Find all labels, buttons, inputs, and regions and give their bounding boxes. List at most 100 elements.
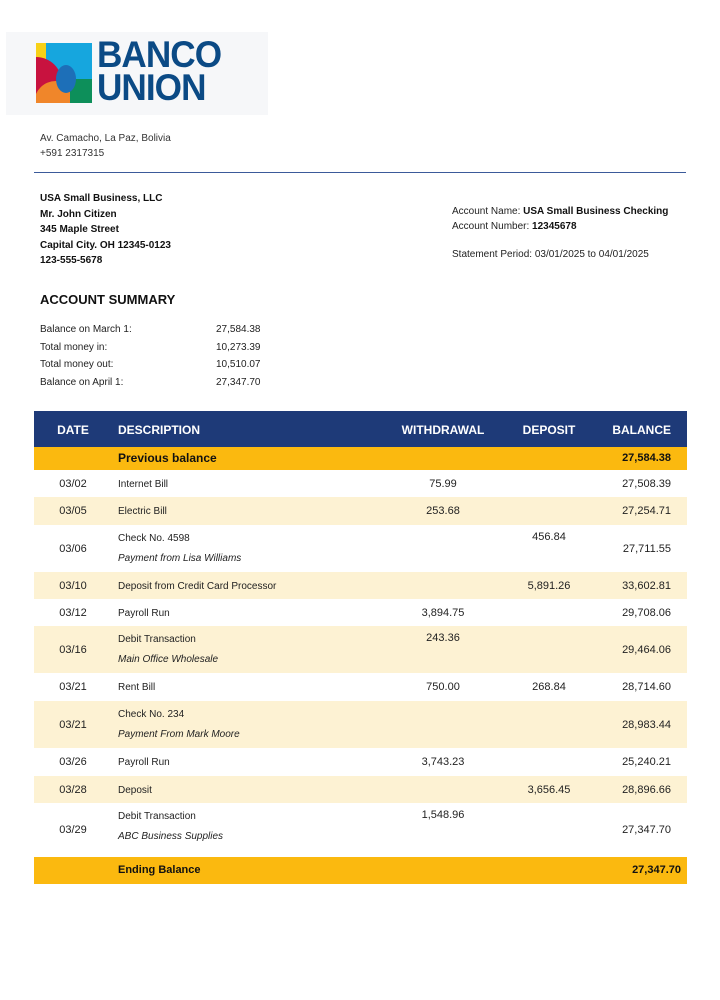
table-row: 03/12 Payroll Run 3,894.75 29,708.06 bbox=[34, 599, 687, 626]
header-description: DESCRIPTION bbox=[118, 423, 201, 437]
header-withdrawal: WITHDRAWAL bbox=[401, 423, 485, 437]
customer-street: 345 Maple Street bbox=[40, 224, 119, 235]
summary-label: Balance on April 1: bbox=[40, 376, 124, 388]
previous-balance-row: Previous balance 27,584.38 bbox=[34, 447, 687, 470]
row-date: 03/12 bbox=[59, 606, 87, 619]
summary-title: ACCOUNT SUMMARY bbox=[40, 292, 176, 307]
row-deposit: 268.84 bbox=[532, 681, 566, 693]
row-balance: 29,708.06 bbox=[622, 606, 671, 619]
table-row: 03/29 Debit Transaction ABC Business Sup… bbox=[34, 803, 687, 857]
row-withdrawal: 750.00 bbox=[426, 681, 460, 693]
summary-value: 27,347.70 bbox=[216, 376, 261, 388]
row-deposit: 3,656.45 bbox=[527, 783, 571, 796]
summary-item: Total money out: 10,510.07 bbox=[40, 356, 261, 374]
row-deposit: 5,891.26 bbox=[527, 579, 571, 592]
label: Statement Period: bbox=[452, 249, 533, 260]
label: Account Number: bbox=[452, 221, 530, 232]
row-deposit: 456.84 bbox=[532, 531, 566, 543]
previous-balance-value: 27,584.38 bbox=[622, 452, 671, 464]
table-row: 03/26 Payroll Run 3,743.23 25,240.21 bbox=[34, 748, 687, 776]
summary-label: Total money out: bbox=[40, 359, 114, 370]
bank-street: Av. Camacho, La Paz, Bolivia bbox=[40, 133, 171, 144]
customer-city: Capital City. OH 12345-0123 bbox=[40, 239, 171, 251]
row-date: 03/26 bbox=[59, 756, 87, 768]
account-name: USA Small Business Checking bbox=[523, 206, 669, 217]
table-row: 03/06 Check No. 4598 Payment from Lisa W… bbox=[34, 525, 687, 572]
customer-name: Mr. John Citizen bbox=[40, 208, 117, 220]
row-date: 03/21 bbox=[59, 718, 87, 731]
row-date: 03/05 bbox=[59, 505, 87, 517]
summary-value: 27,584.38 bbox=[216, 324, 261, 335]
summary-label: Balance on March 1: bbox=[40, 324, 132, 335]
row-date: 03/10 bbox=[59, 579, 87, 592]
transactions-table: DATE DESCRIPTION WITHDRAWAL DEPOSIT BALA… bbox=[34, 411, 687, 884]
summary-value: 10,510.07 bbox=[216, 359, 261, 370]
bank-logo-text: BANCO UNION bbox=[97, 34, 222, 108]
row-description: Rent Bill bbox=[118, 682, 156, 693]
row-balance: 27,347.70 bbox=[622, 824, 671, 836]
row-description: Payroll Run bbox=[118, 607, 170, 619]
row-description: Internet Bill bbox=[118, 478, 169, 490]
header-date: DATE bbox=[57, 423, 89, 437]
row-subdescription: Payment from Lisa Williams bbox=[118, 553, 242, 564]
row-description: Payroll Run bbox=[118, 757, 170, 768]
divider bbox=[34, 172, 686, 173]
table-row: 03/16 Debit Transaction Main Office Whol… bbox=[34, 626, 687, 673]
row-balance: 28,983.44 bbox=[622, 718, 671, 731]
table-row: 03/10 Deposit from Credit Card Processor… bbox=[34, 572, 687, 599]
row-description: Check No. 234 bbox=[118, 709, 185, 720]
statement-period: Statement Period: 03/01/2025 to 04/01/20… bbox=[452, 249, 649, 260]
table-row: 03/21 Check No. 234 Payment From Mark Mo… bbox=[34, 701, 687, 748]
row-description: Electric Bill bbox=[118, 506, 167, 517]
header-balance: BALANCE bbox=[612, 423, 671, 437]
ending-balance-label: Ending Balance bbox=[118, 864, 201, 876]
row-balance: 25,240.21 bbox=[622, 756, 671, 768]
customer-phone: 123-555-5678 bbox=[40, 255, 103, 266]
ending-balance-value: 27,347.70 bbox=[632, 864, 681, 876]
row-withdrawal: 3,743.23 bbox=[421, 756, 465, 768]
row-balance: 27,254.71 bbox=[622, 505, 671, 517]
account-info: Account Name: USA Small Business Checkin… bbox=[452, 204, 668, 234]
customer-company: USA Small Business, LLC bbox=[40, 193, 163, 204]
row-withdrawal: 75.99 bbox=[429, 477, 457, 490]
row-date: 03/29 bbox=[59, 824, 87, 836]
row-description: Deposit from Credit Card Processor bbox=[118, 580, 277, 592]
ending-balance-row: Ending Balance 27,347.70 bbox=[34, 857, 687, 884]
row-description: Check No. 4598 bbox=[118, 533, 190, 544]
row-balance: 27,508.39 bbox=[622, 477, 671, 490]
account-summary: Balance on March 1: 27,584.38 Total money … bbox=[40, 321, 261, 391]
row-balance: 28,714.60 bbox=[622, 681, 671, 693]
row-withdrawal: 1,548.96 bbox=[421, 809, 465, 821]
summary-value: 10,273.39 bbox=[216, 341, 261, 353]
row-withdrawal: 3,894.75 bbox=[421, 606, 465, 619]
account-number: 12345678 bbox=[532, 221, 577, 232]
summary-item: Balance on March 1: 27,584.38 bbox=[40, 321, 261, 339]
row-date: 03/16 bbox=[59, 643, 87, 656]
row-date: 03/21 bbox=[59, 681, 87, 693]
table-row: 03/02 Internet Bill 75.99 27,508.39 bbox=[34, 470, 687, 497]
row-description: Deposit bbox=[118, 784, 152, 796]
table-row: 03/21 Rent Bill 750.00 268.84 28,714.60 bbox=[34, 673, 687, 701]
bank-address: Av. Camacho, La Paz, Bolivia +591 231731… bbox=[40, 131, 171, 161]
row-date: 03/28 bbox=[59, 783, 87, 796]
label: Account Name: bbox=[452, 206, 521, 217]
row-subdescription: ABC Business Supplies bbox=[118, 831, 224, 842]
row-date: 03/06 bbox=[59, 542, 87, 555]
bank-phone: +591 2317315 bbox=[40, 148, 105, 159]
previous-balance-label: Previous balance bbox=[118, 451, 217, 465]
row-balance: 29,464.06 bbox=[622, 643, 671, 656]
customer-address: USA Small Business, LLC Mr. John Citizen… bbox=[40, 191, 171, 269]
table-row: 03/28 Deposit 3,656.45 28,896.66 bbox=[34, 776, 687, 803]
summary-item: Total money in: 10,273.39 bbox=[40, 339, 261, 357]
row-date: 03/02 bbox=[59, 477, 87, 490]
table-header: DATE DESCRIPTION WITHDRAWAL DEPOSIT BALA… bbox=[34, 411, 687, 447]
summary-label: Total money in: bbox=[40, 341, 108, 353]
row-subdescription: Main Office Wholesale bbox=[118, 654, 219, 665]
row-balance: 28,896.66 bbox=[622, 783, 671, 796]
row-withdrawal: 253.68 bbox=[426, 505, 460, 517]
period-value: 03/01/2025 to 04/01/2025 bbox=[534, 249, 649, 260]
row-balance: 27,711.55 bbox=[622, 542, 671, 555]
row-balance: 33,602.81 bbox=[622, 579, 671, 592]
summary-item: Balance on April 1: 27,347.70 bbox=[40, 374, 261, 392]
table-row: 03/05 Electric Bill 253.68 27,254.71 bbox=[34, 497, 687, 525]
